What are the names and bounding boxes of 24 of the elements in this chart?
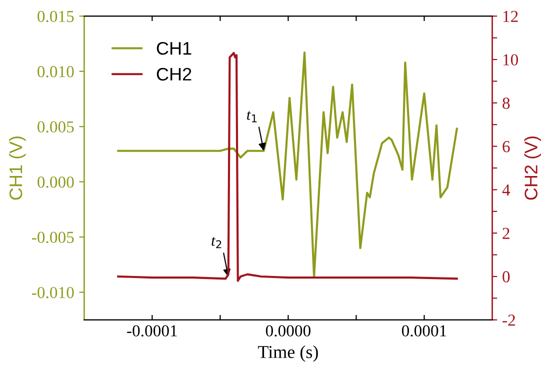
y2-axis-title: CH2 (V): [524, 136, 542, 200]
annotation: t$_{1}$: [247, 111, 257, 122]
y-tick-label: -0.005: [32, 232, 74, 244]
y2-tick-label: -2: [502, 314, 515, 326]
x-tick-label: 0.0001: [402, 325, 446, 337]
y-tick-label: 0.000: [38, 176, 74, 188]
y2-tick-label: 12: [503, 10, 518, 22]
y-axis-title: CH1 (V): [8, 136, 26, 200]
legend-label: CH1: [156, 42, 192, 55]
y2-tick-label: 10: [503, 54, 518, 66]
y-tick-label: 0.010: [38, 66, 74, 78]
y-tick-label: 0.005: [38, 121, 74, 133]
annotation: t$_{2}$: [212, 237, 222, 248]
y2-tick-label: 2: [502, 228, 510, 239]
x-axis-title: Time (s): [258, 345, 318, 362]
y2-tick-label: 6: [502, 141, 510, 152]
y2-tick-label: 0: [502, 271, 510, 282]
x-tick-label: 0.0000: [266, 325, 310, 337]
y2-tick-label: 8: [502, 98, 510, 109]
y2-tick-label: 4: [502, 184, 510, 196]
x-tick-label: -0.0001: [127, 325, 177, 337]
y-tick-label: -0.010: [32, 286, 74, 298]
legend-label: CH2: [156, 68, 192, 81]
y-tick-label: 0.015: [38, 10, 74, 22]
